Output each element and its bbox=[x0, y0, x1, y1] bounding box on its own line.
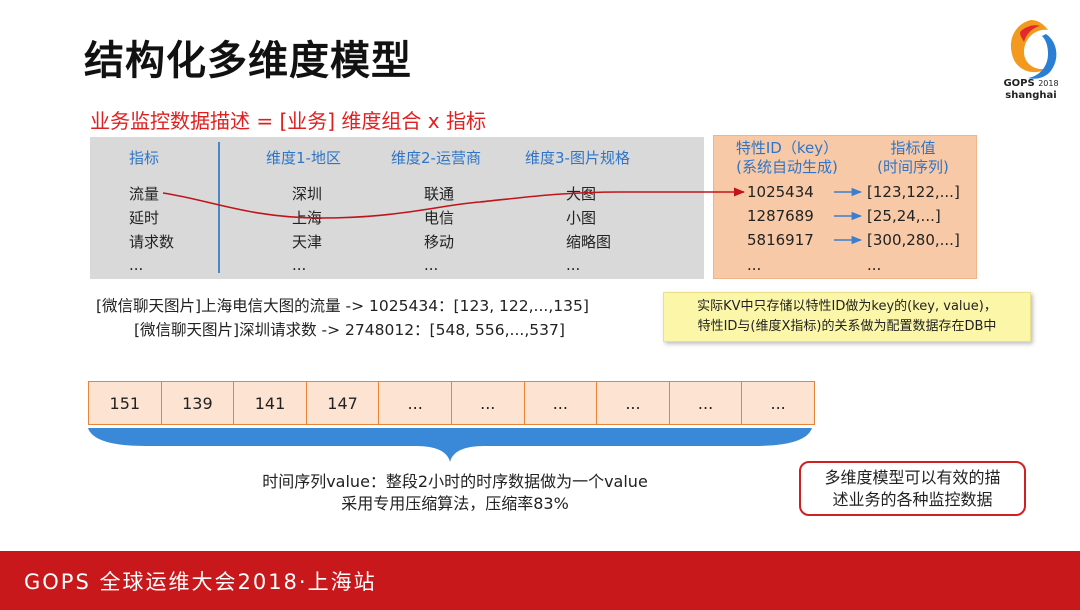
table-cell: 延时 bbox=[129, 209, 160, 227]
footer-bar bbox=[0, 551, 1080, 610]
table-cell: ... bbox=[292, 256, 307, 274]
series-cell: ... bbox=[450, 381, 525, 425]
example-line: [微信聊天图片]深圳请求数 -> 2748012：[548, 556,...,5… bbox=[134, 321, 565, 339]
series-cell: ... bbox=[741, 381, 815, 425]
summary-callout: 多维度模型可以有效的描 述业务的各种监控数据 bbox=[799, 461, 1026, 516]
header-dim2: 维度2-运营商 bbox=[391, 149, 481, 167]
table-cell: 深圳 bbox=[292, 185, 323, 203]
table-cell: 流量 bbox=[129, 185, 160, 203]
table-cell: 移动 bbox=[424, 233, 455, 251]
kv-value: [25,24,...] bbox=[867, 207, 941, 225]
kv-value: [300,280,...] bbox=[867, 231, 960, 249]
series-cell: ... bbox=[668, 381, 743, 425]
table-cell: 联通 bbox=[424, 185, 455, 203]
kv-key: ... bbox=[747, 256, 762, 274]
note-line: 实际KV中只存储以特性ID做为key的(key, value)， bbox=[697, 299, 997, 314]
callout-line: 多维度模型可以有效的描 bbox=[824, 468, 1001, 487]
series-caption: 时间序列value：整段2小时的时序数据做为一个value 采用专用压缩算法，压… bbox=[200, 471, 710, 515]
kv-value-header: 指标值 (时间序列) bbox=[858, 139, 968, 177]
table-cell: ... bbox=[424, 256, 439, 274]
logo-city: shanghai bbox=[1005, 90, 1057, 101]
table-cell: 缩略图 bbox=[566, 233, 612, 251]
logo-year: 2018 bbox=[1038, 79, 1059, 88]
kv-key: 1025434 bbox=[747, 183, 814, 201]
caption-line: 采用专用压缩算法，压缩率83% bbox=[341, 494, 569, 513]
storage-note: 实际KV中只存储以特性ID做为key的(key, value)， 特性ID与(维… bbox=[663, 292, 1031, 342]
header-dim3: 维度3-图片规格 bbox=[525, 149, 630, 167]
series-cell: 147 bbox=[305, 381, 380, 425]
kv-key-header-line: 特性ID（key） bbox=[735, 139, 839, 157]
kv-value-header-line: 指标值 bbox=[890, 139, 936, 157]
kv-value: ... bbox=[867, 256, 882, 274]
brace-icon bbox=[88, 428, 812, 462]
note-line: 特性ID与(维度X指标)的关系做为配置数据存在DB中 bbox=[697, 319, 997, 334]
mapping-curve bbox=[162, 187, 746, 219]
slide-title: 结构化多维度模型 bbox=[84, 38, 412, 84]
table-cell: 小图 bbox=[566, 209, 597, 227]
table-cell: 大图 bbox=[566, 185, 597, 203]
series-cell: 141 bbox=[233, 381, 307, 425]
series-cell: ... bbox=[378, 381, 452, 425]
table-cell: 天津 bbox=[292, 233, 323, 251]
table-cell: ... bbox=[129, 256, 144, 274]
footer-text: GOPS 全球运维大会2018·上海站 bbox=[24, 570, 377, 594]
header-dim1: 维度1-地区 bbox=[266, 149, 341, 167]
kv-key: 1287689 bbox=[747, 207, 814, 225]
model-formula: 业务监控数据描述 = [业务] 维度组合 x 指标 bbox=[90, 109, 486, 133]
table-cell: ... bbox=[566, 256, 581, 274]
kv-key-header-line: (系统自动生成) bbox=[736, 158, 838, 176]
kv-value: [123,122,...] bbox=[867, 183, 960, 201]
table-cell: 请求数 bbox=[129, 233, 175, 251]
series-cell: ... bbox=[596, 381, 670, 425]
time-series-cells: 151 139 141 147 ... ... ... ... ... ... bbox=[88, 381, 815, 425]
series-cell: 139 bbox=[160, 381, 235, 425]
series-cell: 151 bbox=[88, 381, 162, 425]
header-metric: 指标 bbox=[129, 149, 160, 167]
kv-key: 5816917 bbox=[747, 231, 814, 249]
kv-value-header-line: (时间序列) bbox=[877, 158, 949, 176]
dimension-table bbox=[90, 137, 704, 279]
caption-line: 时间序列value：整段2小时的时序数据做为一个value bbox=[262, 472, 648, 491]
kv-key-header: 特性ID（key） (系统自动生成) bbox=[722, 139, 852, 177]
gops-logo-icon bbox=[1010, 20, 1057, 79]
example-line: [微信聊天图片]上海电信大图的流量 -> 1025434：[123, 122,.… bbox=[96, 297, 589, 315]
kv-store-box bbox=[713, 135, 977, 279]
series-cell: ... bbox=[523, 381, 598, 425]
table-cell: 电信 bbox=[424, 209, 455, 227]
table-divider bbox=[218, 142, 220, 273]
logo-text: GOPS 2018 shanghai bbox=[998, 78, 1064, 102]
mapping-connector bbox=[162, 187, 863, 245]
callout-line: 述业务的各种监控数据 bbox=[832, 490, 993, 509]
logo-brand: GOPS bbox=[1003, 78, 1035, 89]
